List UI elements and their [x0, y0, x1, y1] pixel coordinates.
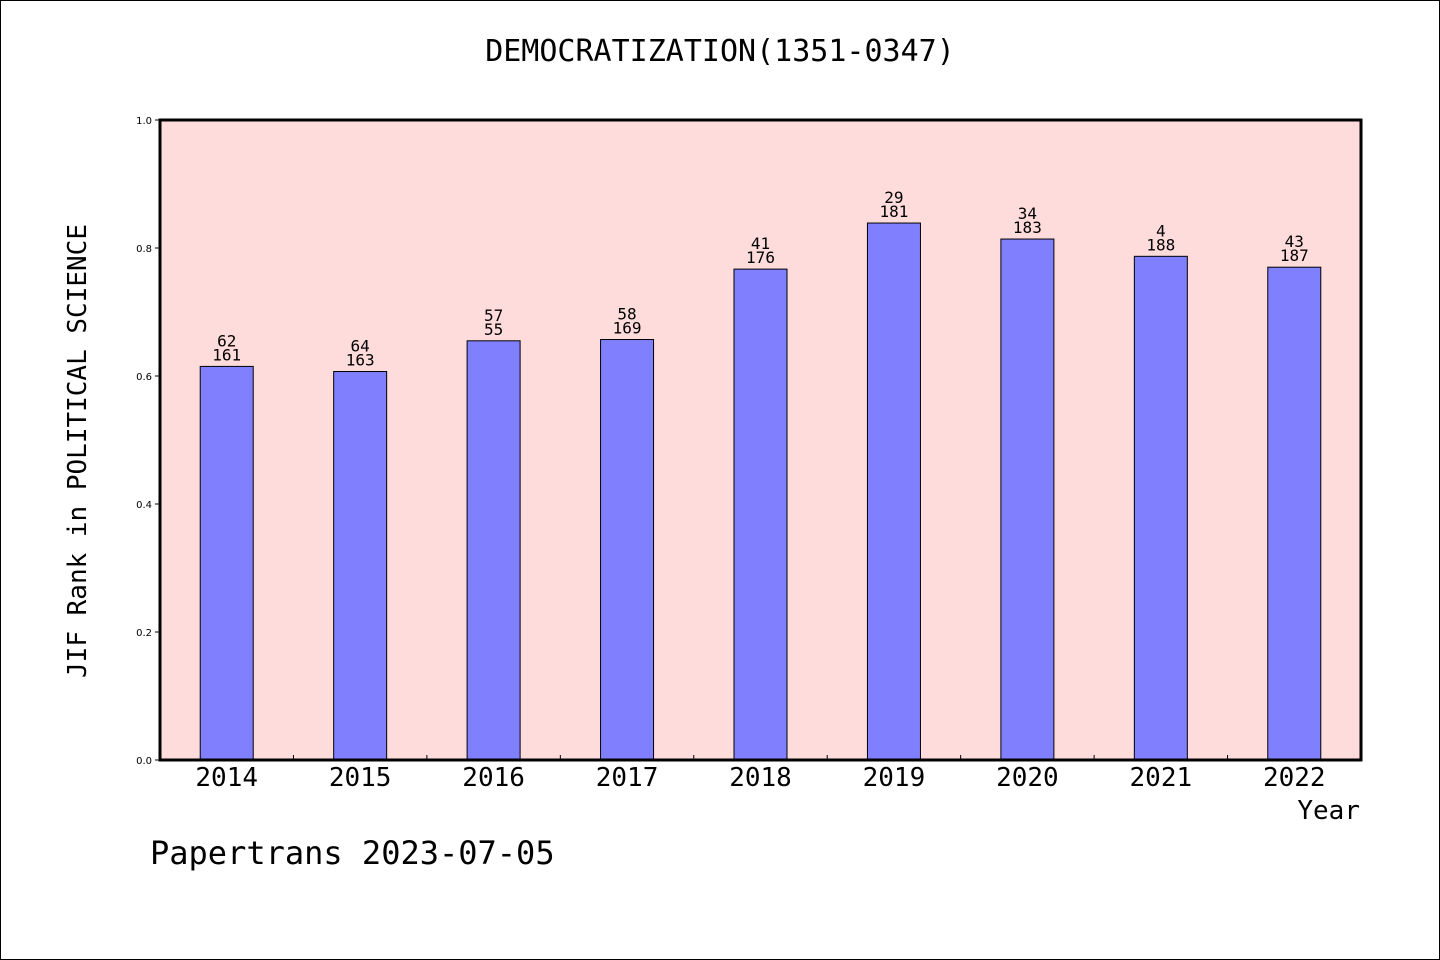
bar-label-bottom: 188 [1146, 235, 1175, 254]
bar-label-top: 58 [617, 305, 636, 324]
bar-label-top: 57 [484, 306, 503, 325]
bar [1133, 255, 1188, 761]
bar [1000, 238, 1055, 761]
bar-label-bottom: 181 [879, 202, 908, 221]
bar-label-top: 43 [1285, 232, 1304, 251]
bar-label-bottom: 163 [346, 351, 375, 370]
x-tick-label: 2019 [863, 763, 926, 793]
x-tick-label: 2016 [462, 763, 525, 793]
bar [733, 268, 788, 761]
bar-label-top: 34 [1018, 204, 1037, 223]
bar-label-bottom: 161 [212, 345, 241, 364]
y-tick-label: 0.6 [136, 372, 152, 383]
bar [333, 371, 388, 761]
x-tick-label: 2020 [996, 763, 1059, 793]
bar-label-top: 29 [884, 188, 903, 207]
bar-label-bottom: 55 [484, 320, 503, 339]
bar-label-bottom: 169 [613, 319, 642, 338]
y-tick-label: 0.0 [136, 756, 152, 767]
chart-title: DEMOCRATIZATION(1351-0347) [485, 34, 955, 69]
bar-label-bottom: 183 [1013, 218, 1042, 237]
y-tick-label: 0.8 [136, 244, 152, 255]
plot-border [158, 118, 1363, 762]
bar-label-top: 64 [351, 337, 370, 356]
x-tick-label: 2017 [596, 763, 659, 793]
bar [600, 339, 655, 761]
footer-watermark: Papertrans 2023-07-05 [150, 834, 555, 872]
bar [1267, 266, 1322, 761]
y-tick-label: 1.0 [136, 116, 152, 127]
bar-label-bottom: 187 [1280, 246, 1309, 265]
x-tick-label: 2018 [729, 763, 792, 793]
x-tick-label: 2021 [1130, 763, 1193, 793]
bar-label-top: 4 [1156, 221, 1166, 240]
bar [866, 222, 921, 761]
bar [199, 365, 254, 761]
bar-label-top: 41 [751, 234, 770, 253]
x-tick-label: 2015 [329, 763, 392, 793]
x-axis-label: Year [1297, 796, 1360, 826]
bar-label-bottom: 176 [746, 248, 775, 267]
x-tick-label: 2014 [195, 763, 258, 793]
y-tick-label: 0.4 [136, 500, 152, 511]
x-tick-label: 2022 [1263, 763, 1326, 793]
bar [466, 340, 521, 761]
y-tick-label: 0.2 [136, 628, 152, 639]
bar-label-top: 62 [217, 331, 236, 350]
